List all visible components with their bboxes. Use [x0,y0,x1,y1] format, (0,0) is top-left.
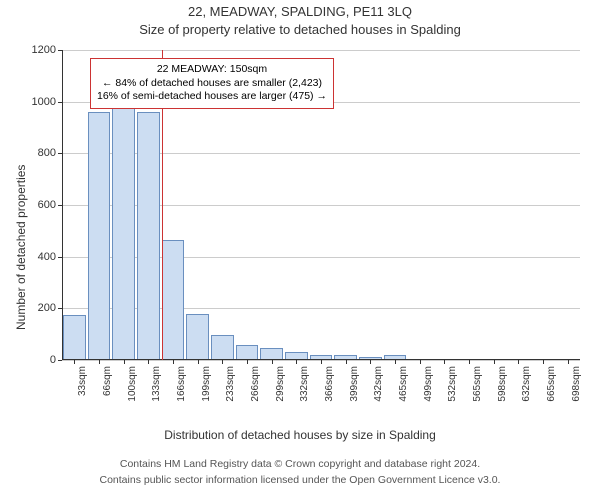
annotation-line: ← 84% of detached houses are smaller (2,… [97,77,327,91]
x-tick-label: 66sqm [102,366,113,396]
x-tick-label: 332sqm [299,366,310,402]
histogram-bar [162,240,185,360]
y-tick-label: 400 [38,251,56,263]
y-axis-label: Number of detached properties [14,165,28,330]
x-tick-label: 133sqm [151,366,162,402]
histogram-bar [186,314,209,361]
histogram-bar [88,112,111,360]
annotation-box: 22 MEADWAY: 150sqm← 84% of detached hous… [90,58,334,109]
footer-copyright: Contains HM Land Registry data © Crown c… [0,458,600,470]
histogram-bar [211,335,234,360]
x-tick-label: 33sqm [77,366,88,396]
x-tick-label: 299sqm [275,366,286,402]
y-tick-label: 1200 [32,44,56,56]
x-tick-label: 698sqm [571,366,582,402]
histogram-bar [112,81,135,360]
x-axis-label: Distribution of detached houses by size … [0,428,600,442]
footer-licence: Contains public sector information licen… [0,474,600,486]
x-tick-label: 366sqm [324,366,335,402]
histogram-bar [137,112,160,360]
x-tick-label: 532sqm [447,366,458,402]
x-tick-label: 432sqm [373,366,384,402]
x-tick-label: 233sqm [225,366,236,402]
x-tick-label: 399sqm [349,366,360,402]
x-tick-label: 166sqm [176,366,187,402]
y-tick-label: 200 [38,302,56,314]
x-tick-label: 598sqm [497,366,508,402]
x-tick-label: 565sqm [472,366,483,402]
x-tick-label: 199sqm [201,366,212,402]
y-tick-label: 800 [38,147,56,159]
plot-area: 02004006008001000120033sqm66sqm100sqm133… [62,50,580,360]
x-tick-label: 266sqm [250,366,261,402]
histogram-bar [236,345,259,361]
x-tick-label: 665sqm [546,366,557,402]
chart-title: 22, MEADWAY, SPALDING, PE11 3LQ [0,4,600,19]
x-tick-label: 499sqm [423,366,434,402]
gridline [62,50,580,51]
annotation-line: 22 MEADWAY: 150sqm [97,63,327,77]
x-tick-label: 100sqm [127,366,138,402]
annotation-line: 16% of semi-detached houses are larger (… [97,90,327,104]
histogram-bar [63,315,86,360]
x-tick-label: 632sqm [521,366,532,402]
y-tick-label: 1000 [32,96,56,108]
chart-subtitle: Size of property relative to detached ho… [0,22,600,37]
x-tick-label: 465sqm [398,366,409,402]
y-tick-label: 0 [50,354,56,366]
y-tick-label: 600 [38,199,56,211]
